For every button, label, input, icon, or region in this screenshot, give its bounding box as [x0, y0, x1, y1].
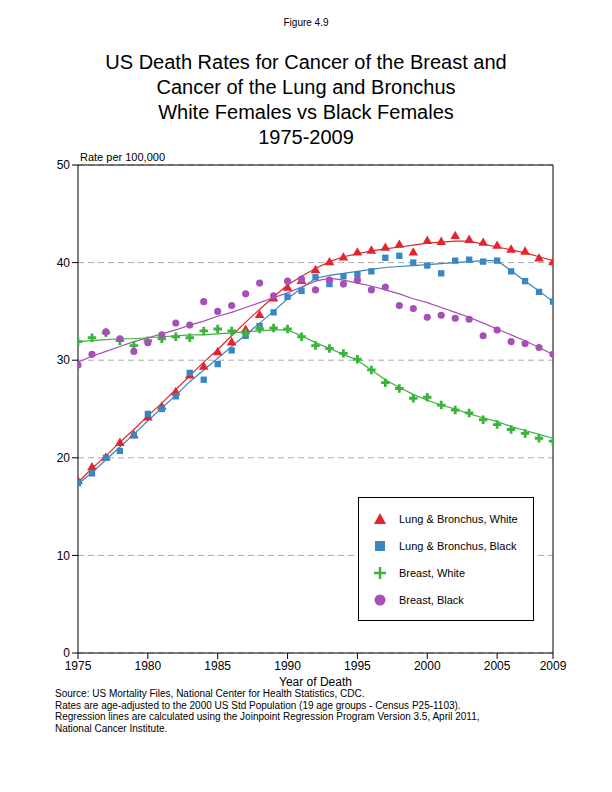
svg-text:2005: 2005: [484, 659, 511, 673]
svg-text:1995: 1995: [344, 659, 371, 673]
html-text:Breast, White: Breast, White: [399, 566, 465, 579]
svg-text:0: 0: [63, 646, 70, 660]
svg-text:10: 10: [57, 549, 71, 563]
svg-text:2000: 2000: [414, 659, 441, 673]
html-text:Regression lines are calculate: Regression lines are calculated using th…: [55, 711, 480, 722]
html-text:Cancer of the Lung and Bronchu: Cancer of the Lung and Bronchus: [156, 76, 456, 98]
html-text:Rate per 100,000: Rate per 100,000: [80, 151, 165, 163]
svg-text:30: 30: [57, 353, 71, 367]
html-text:US Death Rates for Cancer of t: US Death Rates for Cancer of the Breast …: [105, 51, 507, 73]
svg-text:1985: 1985: [204, 659, 231, 673]
svg-text:1990: 1990: [274, 659, 301, 673]
html-text:Rates are age-adjusted to the: Rates are age-adjusted to the 2000 US St…: [55, 699, 461, 711]
svg-text:20: 20: [57, 451, 71, 465]
html-text:Lung & Bronchus, White: Lung & Bronchus, White: [399, 512, 518, 525]
svg-text:1980: 1980: [135, 659, 162, 673]
html-text:Year of Death: Year of Death: [279, 675, 352, 689]
html-text:Breast, Black: Breast, Black: [399, 593, 464, 606]
html-text:Lung & Bronchus, Black: Lung & Bronchus, Black: [399, 539, 517, 552]
svg-text:1975: 1975: [65, 659, 92, 673]
svg-text:50: 50: [57, 158, 71, 172]
svg-text:40: 40: [57, 256, 71, 270]
svg-text:2009: 2009: [540, 659, 567, 673]
html-text:Source: US Mortality Files, Na: Source: US Mortality Files, National Cen…: [55, 688, 365, 699]
html-text:Figure 4.9: Figure 4.9: [283, 17, 329, 28]
html-text:White Females vs Black Females: White Females vs Black Females: [158, 101, 454, 123]
html-text:1975-2009: 1975-2009: [258, 126, 354, 148]
html-text:National Cancer Institute.: National Cancer Institute.: [55, 722, 168, 734]
